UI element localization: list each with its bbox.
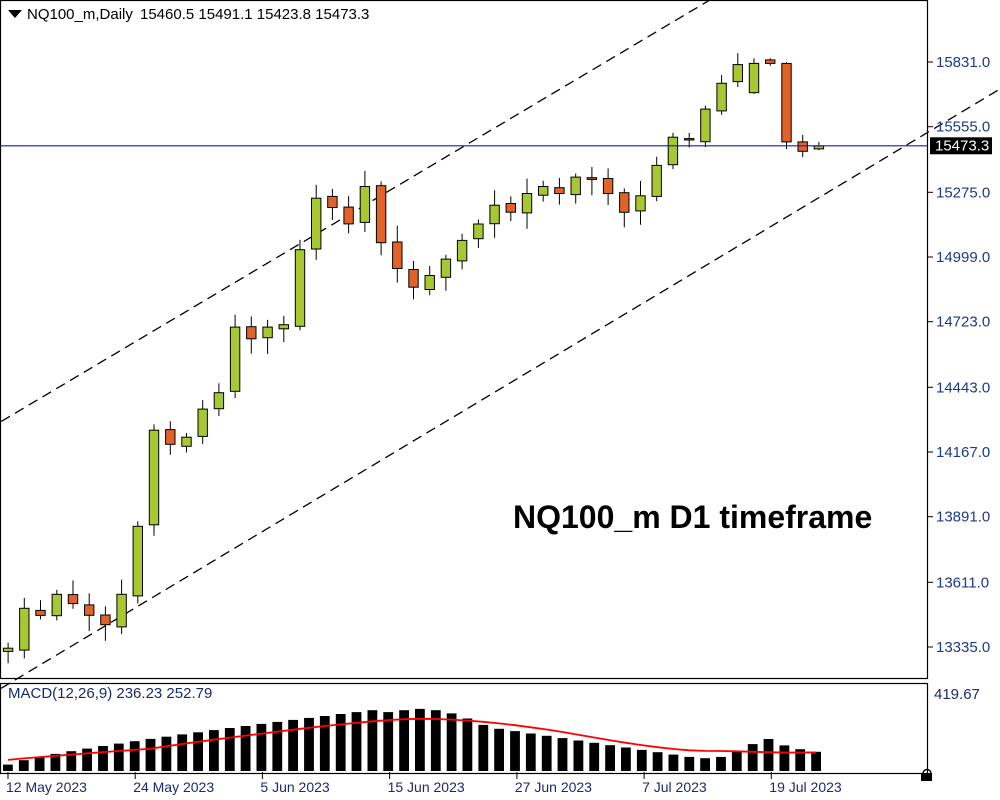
svg-text:5 Jun 2023: 5 Jun 2023 xyxy=(260,779,329,795)
svg-text:13335.0: 13335.0 xyxy=(936,639,990,656)
svg-text:27 Jun 2023: 27 Jun 2023 xyxy=(515,779,592,795)
svg-text:7 Jul 2023: 7 Jul 2023 xyxy=(642,779,707,795)
svg-text:419.67: 419.67 xyxy=(934,686,980,703)
svg-text:12 May 2023: 12 May 2023 xyxy=(6,779,87,795)
svg-text:14999.0: 14999.0 xyxy=(936,249,990,266)
svg-text:15275.0: 15275.0 xyxy=(936,184,990,201)
svg-text:19 Jul 2023: 19 Jul 2023 xyxy=(769,779,842,795)
svg-text:15555.0: 15555.0 xyxy=(936,119,990,136)
svg-text:14443.0: 14443.0 xyxy=(936,379,990,396)
svg-text:15473.3: 15473.3 xyxy=(935,137,989,154)
svg-text:15460.5 15491.1 15423.8 15473.: 15460.5 15491.1 15423.8 15473.3 xyxy=(140,6,369,23)
svg-text:MACD(12,26,9) 236.23 252.79: MACD(12,26,9) 236.23 252.79 xyxy=(8,685,212,702)
svg-text:15831.0: 15831.0 xyxy=(936,54,990,71)
svg-text:15 Jun 2023: 15 Jun 2023 xyxy=(388,779,465,795)
svg-text:NQ100_m,Daily: NQ100_m,Daily xyxy=(27,6,133,23)
svg-text:13891.0: 13891.0 xyxy=(936,509,990,526)
svg-text:14167.0: 14167.0 xyxy=(936,444,990,461)
svg-text:14723.0: 14723.0 xyxy=(936,314,990,331)
svg-text:24 May 2023: 24 May 2023 xyxy=(133,779,214,795)
svg-text:13611.0: 13611.0 xyxy=(936,574,989,591)
svg-text:NQ100_m D1 timeframe: NQ100_m D1 timeframe xyxy=(513,499,872,535)
